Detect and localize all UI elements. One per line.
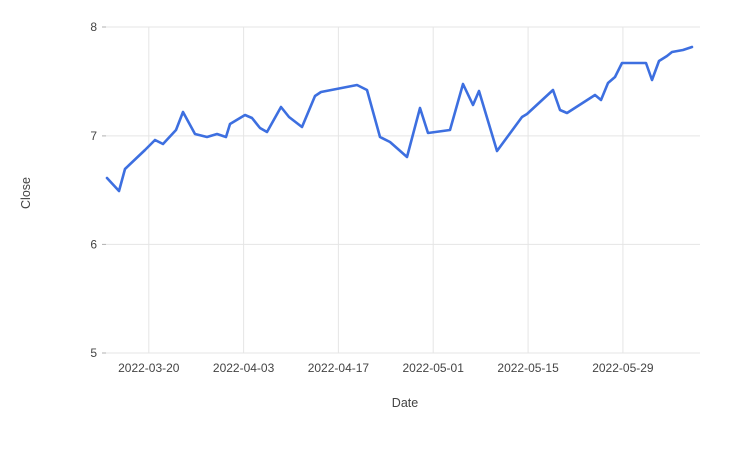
svg-text:2022-03-20: 2022-03-20 bbox=[118, 361, 180, 375]
svg-text:8: 8 bbox=[90, 20, 97, 34]
svg-text:2022-05-01: 2022-05-01 bbox=[403, 361, 465, 375]
svg-text:7: 7 bbox=[90, 129, 97, 143]
svg-text:2022-05-29: 2022-05-29 bbox=[592, 361, 654, 375]
svg-text:2022-05-15: 2022-05-15 bbox=[497, 361, 559, 375]
svg-text:6: 6 bbox=[90, 237, 97, 251]
svg-text:2022-04-03: 2022-04-03 bbox=[213, 361, 275, 375]
svg-text:2022-04-17: 2022-04-17 bbox=[308, 361, 370, 375]
svg-text:Date: Date bbox=[392, 396, 418, 410]
svg-text:5: 5 bbox=[90, 346, 97, 360]
svg-text:Close: Close bbox=[19, 177, 33, 209]
